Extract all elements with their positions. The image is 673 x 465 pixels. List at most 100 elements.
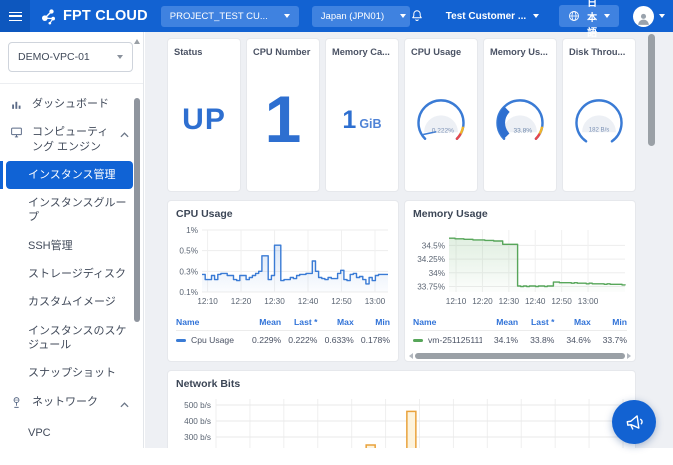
project-selector[interactable]: PROJECT_TEST CU...	[161, 6, 299, 27]
fpt-molecule-icon	[39, 7, 59, 26]
main-content: Status UP CPU Number 1 Memory Ca... 1 Gi…	[145, 32, 673, 448]
scroll-right-arrow[interactable]	[627, 353, 631, 359]
sidebar-item-label: SSH管理	[28, 239, 129, 253]
globe-icon	[568, 10, 580, 22]
sidebar-item[interactable]: ダッシュボード	[0, 90, 143, 118]
notifications-button[interactable]	[410, 9, 424, 23]
svg-text:500 b/s: 500 b/s	[184, 401, 211, 410]
sidebar: DEMO-VPC-01 ダッシュボードコンピューティング エンジンインスタンス管…	[0, 32, 144, 448]
svg-text:1%: 1%	[186, 226, 198, 235]
sidebar-item[interactable]: コンピューティング エンジン	[0, 118, 143, 161]
chevron-down-icon	[533, 14, 539, 18]
navbar-right: Test Customer ... 日本語	[410, 5, 673, 27]
chevron-down-icon	[604, 14, 610, 18]
vpc-selector[interactable]: DEMO-VPC-01	[8, 42, 133, 72]
legend-header: Last *	[518, 317, 554, 327]
memory-capacity-value: 1 GiB	[342, 106, 381, 135]
svg-text:0.3%: 0.3%	[179, 267, 198, 276]
language-selector[interactable]: 日本語	[559, 5, 619, 27]
scrollbar-thumb[interactable]	[415, 353, 625, 359]
svg-text:34.25%: 34.25%	[417, 255, 445, 264]
sidebar-item-label: インスタンスグループ	[28, 196, 129, 225]
announcement-fab-button[interactable]	[612, 400, 656, 444]
sidebar-item-label: ストレージディスク	[28, 267, 129, 281]
chevron-down-icon	[659, 14, 665, 18]
legend-header: Name	[176, 317, 245, 327]
card-title: CPU Number	[253, 47, 313, 57]
series-name: vm-25112511173	[428, 335, 482, 345]
disk-throughput-gauge: 182 B/s	[569, 92, 629, 148]
sidebar-item-label: インスタンスのスケジュール	[28, 324, 129, 353]
network-bits-chart-card: Network Bits 500 b/s400 b/s300 b/s	[167, 370, 636, 448]
legend-row[interactable]: vm-2511251117334.1%33.8%34.6%33.7%	[413, 330, 627, 350]
sidebar-scroll-up-arrow[interactable]	[134, 39, 140, 44]
legend-header: Min	[354, 317, 390, 327]
brand-name: FPT CLOUD	[63, 8, 148, 24]
svg-text:12:50: 12:50	[331, 297, 352, 306]
bell-icon	[410, 9, 424, 23]
svg-text:400 b/s: 400 b/s	[184, 417, 211, 426]
megaphone-icon	[624, 412, 645, 433]
monitor-icon	[10, 126, 24, 139]
sidebar-item[interactable]: ストレージディスク	[0, 260, 143, 288]
sidebar-item-label: スナップショット	[28, 366, 129, 380]
user-avatar-menu[interactable]	[633, 6, 665, 27]
card-title: Memory Us...	[490, 47, 550, 57]
cpu-chart-legend: NameMeanLast *MaxMinCpu Usage0.229%0.222…	[176, 316, 390, 350]
svg-text:12:10: 12:10	[446, 297, 467, 306]
region-selector[interactable]: Japan (JPN01)	[312, 6, 410, 27]
sidebar-menu: ダッシュボードコンピューティング エンジンインスタンス管理インスタンスグループ S…	[0, 84, 143, 448]
sidebar-item[interactable]: カスタムイメージ	[0, 288, 143, 316]
svg-text:0.5%: 0.5%	[179, 247, 198, 256]
top-navbar: FPT CLOUD PROJECT_TEST CU... Japan (JPN0…	[0, 0, 673, 32]
sidebar-item[interactable]: VPC	[0, 419, 143, 447]
sidebar-item[interactable]: SSH管理	[0, 232, 143, 260]
sidebar-item-label: コンピューティング エンジン	[32, 125, 112, 154]
svg-text:300 b/s: 300 b/s	[184, 433, 211, 442]
legend-header: Name	[413, 317, 482, 327]
sidebar-scrollbar[interactable]	[134, 98, 140, 322]
svg-text:34.5%: 34.5%	[422, 241, 445, 250]
legend-header: Last *	[281, 317, 317, 327]
scroll-left-arrow[interactable]	[409, 353, 413, 359]
main-scrollbar[interactable]	[648, 34, 655, 146]
chart-title: CPU Usage	[176, 208, 390, 220]
svg-text:13:00: 13:00	[578, 297, 599, 306]
sidebar-item-label: VPC	[28, 426, 129, 440]
svg-text:12:50: 12:50	[551, 297, 572, 306]
card-title: Status	[174, 47, 234, 57]
series-marker	[176, 339, 186, 342]
bar-chart-icon	[10, 98, 24, 111]
brand-logo[interactable]: FPT CLOUD	[39, 7, 148, 26]
stats-row: Status UP CPU Number 1 Memory Ca... 1 Gi…	[167, 38, 636, 192]
sidebar-item[interactable]: インスタンスグループ	[0, 189, 143, 232]
chevron-down-icon	[284, 14, 290, 18]
legend-row[interactable]: Cpu Usage0.229%0.222%0.633%0.178%	[176, 330, 390, 350]
svg-text:0.1%: 0.1%	[179, 288, 198, 297]
gauge-value: 182 B/s	[589, 126, 610, 133]
sidebar-item[interactable]: インスタンスのスケジュール	[0, 317, 143, 360]
svg-text:12:30: 12:30	[264, 297, 285, 306]
cpu-number-value: 1	[265, 90, 302, 149]
avatar	[633, 6, 654, 27]
svg-text:33.75%: 33.75%	[417, 283, 445, 292]
cpu-usage-gauge: 0.222%	[411, 92, 471, 148]
hamburger-menu-button[interactable]	[0, 0, 30, 32]
memory-chart-legend: NameMeanLast *MaxMinvm-2511251117334.1%3…	[413, 316, 627, 350]
legend-value: 34.1%	[482, 335, 518, 345]
svg-text:12:30: 12:30	[499, 297, 520, 306]
sidebar-item[interactable]: インスタンス管理	[6, 161, 133, 189]
gauge-value: 33.8%	[514, 128, 533, 135]
customer-menu[interactable]: Test Customer ...	[446, 11, 539, 22]
cpu-usage-chart-card: CPU Usage 1%0.5%0.3%0.1%12:1012:2012:301…	[167, 200, 399, 362]
legend-horizontal-scrollbar[interactable]	[409, 352, 631, 359]
sidebar-item-label: ネットワーク	[32, 395, 112, 409]
chevron-down-icon	[117, 55, 123, 59]
svg-text:12:20: 12:20	[231, 297, 252, 306]
sidebar-item[interactable]: スナップショット	[0, 359, 143, 387]
legend-header: Max	[317, 317, 353, 327]
sidebar-item-label: インスタンス管理	[28, 168, 125, 182]
legend-value: 0.178%	[354, 335, 390, 345]
sidebar-item[interactable]: ネットワーク	[0, 388, 143, 419]
card-title: CPU Usage	[411, 47, 471, 57]
